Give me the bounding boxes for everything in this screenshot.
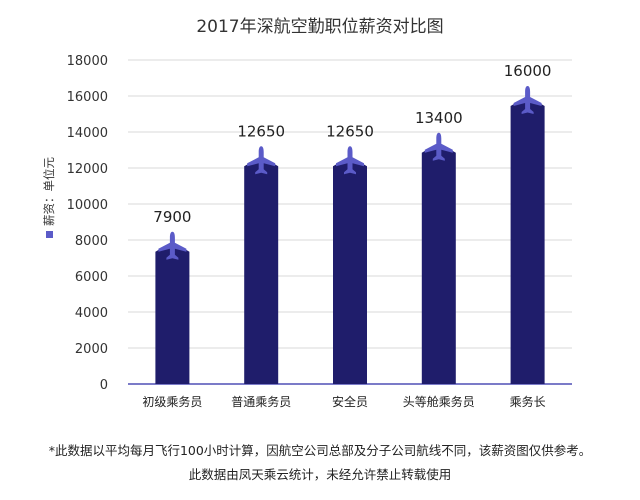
bar [155, 241, 190, 384]
x-tick-label: 乘务长 [510, 394, 546, 409]
data-label: 13400 [415, 109, 463, 127]
bar [333, 156, 367, 384]
y-axis-legend: 薪资：单位元 [42, 157, 56, 238]
airplane-shape [158, 231, 187, 260]
y-tick-label: 16000 [67, 90, 108, 105]
x-tick-label: 初级乘务员 [142, 394, 202, 409]
y-tick-label: 6000 [75, 270, 108, 285]
x-tick-labels: 初级乘务员 普通乘务员 安全员 头等舱乘务员 乘务长 [142, 394, 545, 409]
data-labels: 7900 12650 12650 13400 16000 [153, 62, 551, 226]
y-tick-label: 4000 [75, 306, 108, 321]
x-tick-label: 头等舱乘务员 [403, 394, 475, 409]
y-axis-label: 薪资：单位元 [42, 157, 56, 238]
y-tick-label: 14000 [67, 126, 108, 141]
data-label: 7900 [153, 208, 191, 226]
airplane-icon [336, 146, 364, 175]
airplane-shape [247, 146, 276, 175]
bar [421, 142, 456, 384]
data-label: 12650 [326, 122, 374, 140]
y-tick-label: 8000 [75, 234, 108, 249]
bar-chart: 0 2000 4000 6000 8000 10000 12000 14000 16000 180… [42, 54, 572, 409]
airplane-icon [424, 132, 453, 161]
airplane-icon [158, 231, 187, 260]
data-label: 16000 [504, 62, 552, 80]
y-tick-labels: 0 2000 4000 6000 8000 10000 12000 14000 16000 180… [67, 54, 108, 393]
data-label: 12650 [237, 122, 285, 140]
footnote-line-1: *此数据以平均每月飞行100小时计算，因航空公司总部及分子公司航线不同，该薪资图… [48, 443, 592, 458]
airplane-icon [513, 86, 542, 114]
bar [510, 96, 545, 384]
bar [244, 156, 279, 384]
x-tick-label: 普通乘务员 [231, 394, 291, 409]
legend-text: 薪资：单位元 [42, 157, 56, 226]
legend-swatch [46, 231, 53, 238]
y-tick-label: 12000 [67, 162, 108, 177]
y-tick-label: 10000 [67, 198, 108, 213]
y-tick-label: 0 [100, 378, 108, 393]
bars [155, 86, 545, 384]
chart-title: 2017年深航空勤职位薪资对比图 [196, 17, 444, 37]
airplane-shape [336, 146, 364, 175]
footnote-line-2: 此数据由凤天乘云统计，未经允许禁止转载使用 [188, 467, 452, 482]
y-tick-label: 18000 [67, 54, 108, 69]
airplane-shape [513, 86, 542, 114]
airplane-shape [424, 132, 453, 161]
x-tick-label: 安全员 [332, 394, 368, 409]
airplane-icon [247, 146, 276, 175]
y-tick-label: 2000 [75, 342, 108, 357]
